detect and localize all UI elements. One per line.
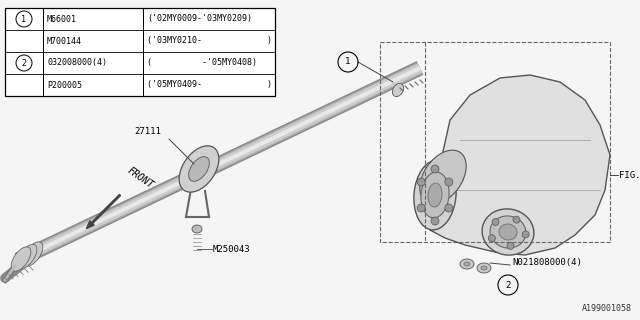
Ellipse shape — [428, 183, 442, 207]
Text: 1: 1 — [346, 58, 351, 67]
Ellipse shape — [421, 172, 449, 218]
Ellipse shape — [490, 216, 526, 248]
Text: M250043: M250043 — [213, 244, 251, 253]
Text: FIG.195: FIG.195 — [619, 171, 640, 180]
Ellipse shape — [192, 225, 202, 233]
Ellipse shape — [17, 244, 37, 269]
Ellipse shape — [23, 242, 43, 266]
Ellipse shape — [392, 84, 404, 97]
Polygon shape — [430, 75, 610, 255]
Bar — [380, 42, 610, 242]
Ellipse shape — [481, 266, 487, 270]
Text: A199001058: A199001058 — [582, 304, 632, 313]
Ellipse shape — [420, 150, 466, 204]
Text: 27111: 27111 — [134, 126, 161, 135]
Ellipse shape — [499, 224, 517, 240]
Ellipse shape — [482, 209, 534, 255]
Bar — [5, 8, 275, 96]
Text: (          -'05MY0408): ( -'05MY0408) — [147, 59, 257, 68]
Ellipse shape — [464, 262, 470, 266]
Text: P200005: P200005 — [47, 81, 82, 90]
Ellipse shape — [414, 160, 456, 230]
Ellipse shape — [11, 247, 31, 271]
Circle shape — [492, 219, 499, 225]
Circle shape — [431, 165, 439, 173]
Circle shape — [488, 235, 495, 242]
Text: 2: 2 — [506, 281, 511, 290]
Text: 032008000(4): 032008000(4) — [47, 59, 107, 68]
FancyArrow shape — [86, 195, 120, 229]
Circle shape — [513, 216, 520, 223]
Text: FRONT: FRONT — [125, 165, 155, 190]
Circle shape — [522, 231, 529, 238]
Text: ('03MY0210-             ): ('03MY0210- ) — [147, 36, 272, 45]
Circle shape — [431, 217, 439, 225]
Ellipse shape — [179, 146, 219, 192]
Text: N021808000(4): N021808000(4) — [512, 259, 582, 268]
Ellipse shape — [477, 263, 491, 273]
Circle shape — [445, 204, 453, 212]
Text: ('02MY0009-'03MY0209): ('02MY0009-'03MY0209) — [147, 14, 252, 23]
Ellipse shape — [460, 259, 474, 269]
Circle shape — [417, 204, 425, 212]
Circle shape — [445, 178, 453, 186]
Circle shape — [507, 242, 514, 249]
Text: ('05MY0409-             ): ('05MY0409- ) — [147, 81, 272, 90]
Circle shape — [417, 178, 425, 186]
Text: 2: 2 — [22, 59, 26, 68]
Ellipse shape — [189, 157, 209, 181]
Text: M66001: M66001 — [47, 14, 77, 23]
Text: 1: 1 — [22, 14, 26, 23]
Text: M700144: M700144 — [47, 36, 82, 45]
